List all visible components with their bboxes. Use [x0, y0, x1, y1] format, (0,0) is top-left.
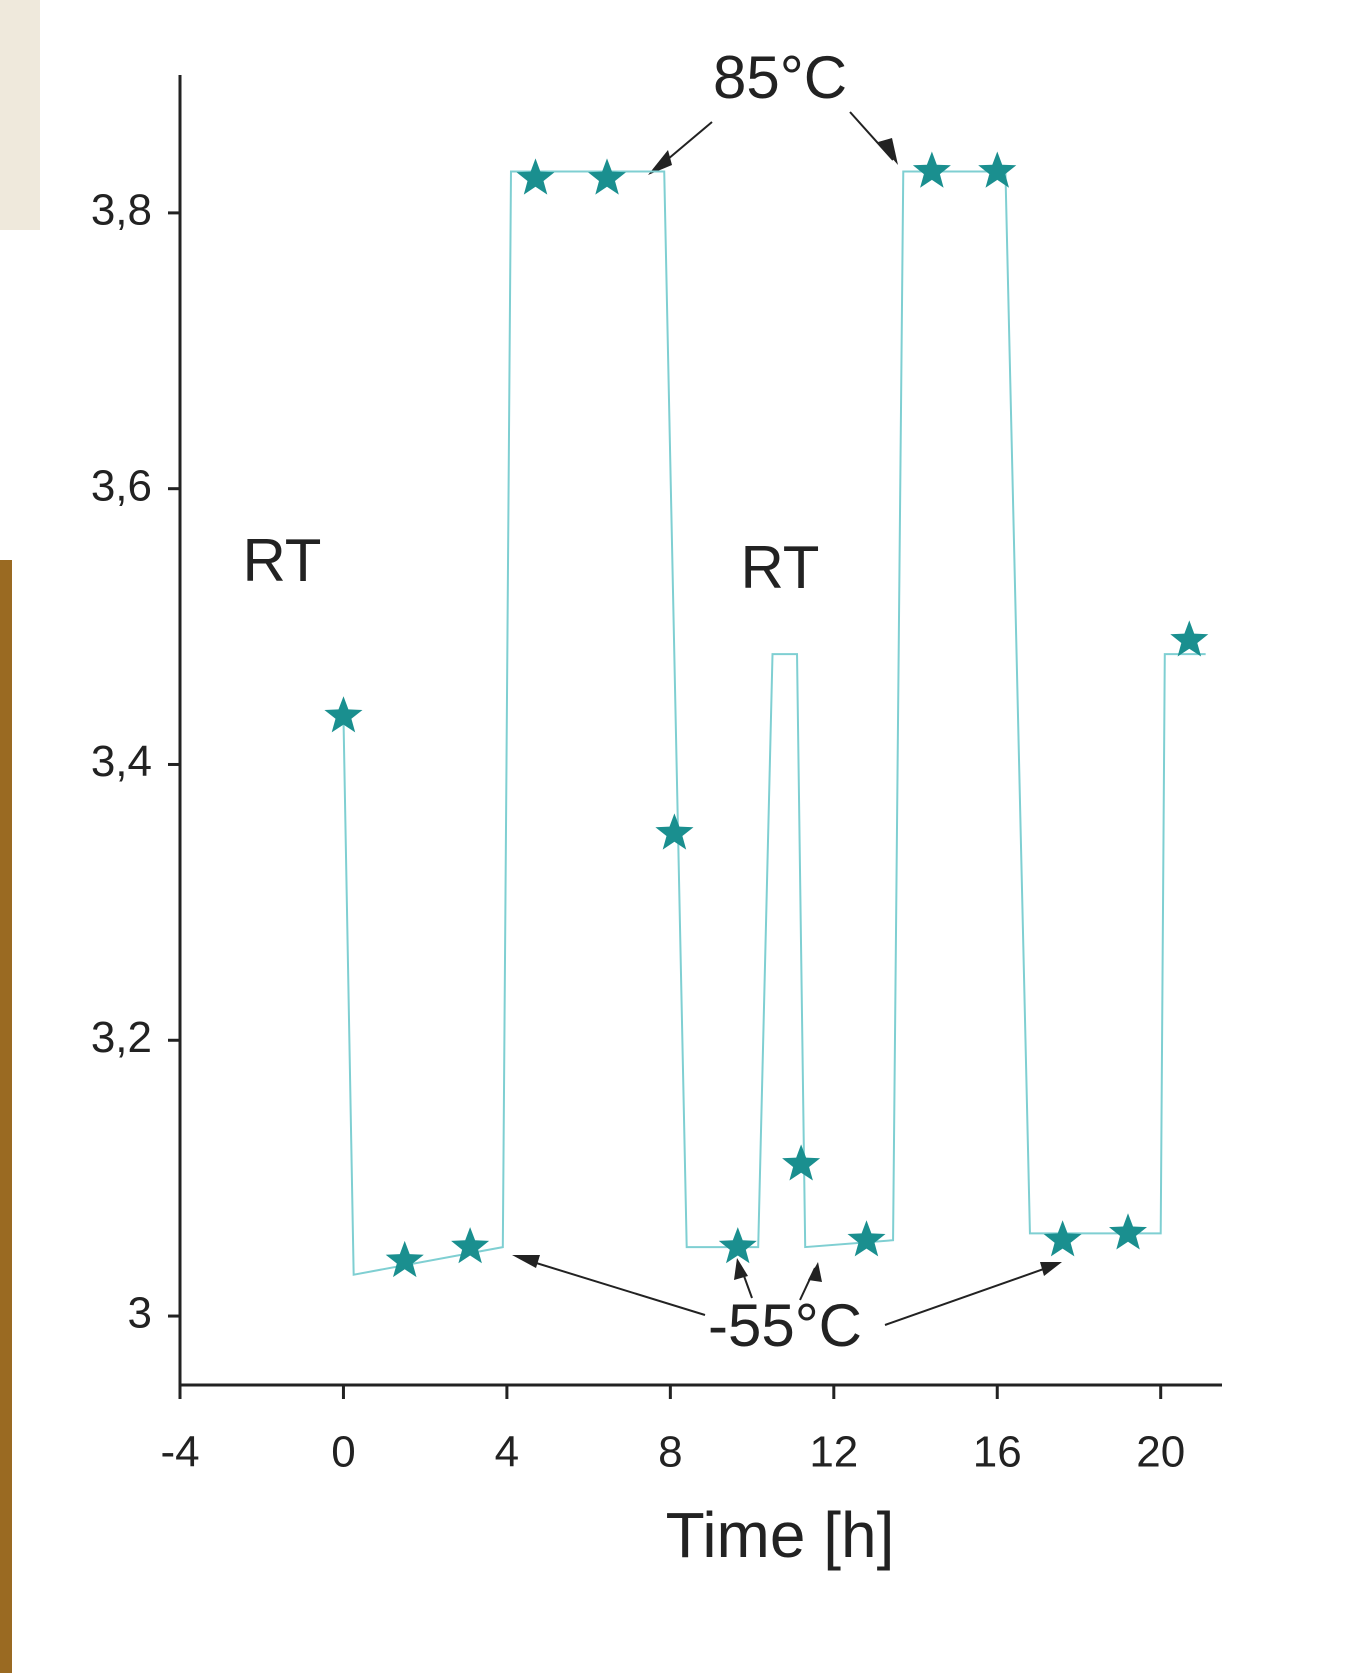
- star-point: [516, 158, 555, 195]
- star-point: [655, 813, 694, 850]
- y-tick-label: 3,8: [91, 186, 152, 235]
- arrow-heads: [512, 138, 1062, 1282]
- y-tick-label: 3,6: [91, 461, 152, 510]
- annotation: RT: [243, 527, 322, 594]
- star-point: [385, 1240, 424, 1278]
- x-tick-label: 0: [331, 1428, 355, 1477]
- arrow: [849, 111, 894, 161]
- arrow-head: [512, 1255, 540, 1268]
- y-tick-label: 3,4: [91, 737, 152, 786]
- star-point: [847, 1220, 886, 1257]
- y-tick-label: 3,2: [91, 1013, 152, 1062]
- arrow-head: [808, 1262, 822, 1282]
- arrow: [519, 1257, 706, 1316]
- star-point: [978, 151, 1017, 188]
- background-photo: [0, 560, 12, 1673]
- star-point: [718, 1227, 757, 1264]
- annotation-arrows: [519, 111, 1056, 1326]
- arrow-head: [1040, 1262, 1062, 1276]
- annotation: RT: [741, 534, 820, 601]
- y-tick-label: 3: [128, 1289, 152, 1338]
- x-tick-label: 20: [1136, 1428, 1185, 1477]
- star-point: [451, 1227, 490, 1264]
- annotation: 85°C: [713, 44, 847, 111]
- star-point: [912, 151, 951, 188]
- arrow-head: [878, 138, 898, 165]
- arrow-head: [648, 150, 672, 175]
- star-point: [1170, 620, 1209, 657]
- star-point: [782, 1144, 821, 1181]
- arrow-head: [734, 1258, 748, 1280]
- x-tick-label: 16: [973, 1428, 1022, 1477]
- x-tick-label: 12: [809, 1428, 858, 1477]
- annotation: -55°C: [708, 1292, 862, 1359]
- x-tick-label: -4: [160, 1428, 199, 1477]
- x-tick-label: 8: [658, 1428, 682, 1477]
- trace-line: [342, 170, 1206, 1276]
- star-point: [1043, 1220, 1082, 1257]
- x-tick-label: 4: [495, 1428, 519, 1477]
- background-photo: [0, 0, 40, 230]
- arrow: [884, 1264, 1056, 1326]
- star-point: [588, 158, 626, 195]
- x-axis-title: Time [h]: [666, 1499, 895, 1571]
- star-point: [1109, 1213, 1147, 1250]
- star-point: [324, 696, 363, 733]
